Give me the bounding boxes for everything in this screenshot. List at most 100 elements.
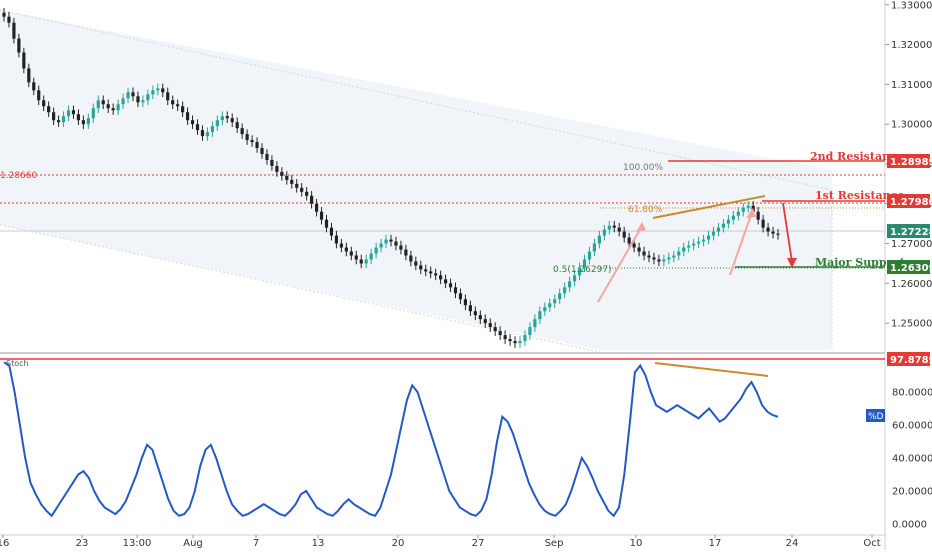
x-tick-label-4: 7 bbox=[253, 538, 259, 549]
candle-body bbox=[285, 175, 289, 180]
candle-body bbox=[116, 104, 120, 111]
candle-body bbox=[195, 124, 200, 131]
candle-body bbox=[270, 159, 274, 166]
candle-body bbox=[300, 187, 304, 192]
x-tick-label-9: 10 bbox=[630, 538, 643, 549]
candle-body bbox=[776, 233, 780, 235]
candle-body bbox=[369, 253, 373, 260]
candle-body bbox=[47, 106, 51, 113]
candle-body bbox=[91, 108, 95, 119]
candle-body bbox=[637, 247, 641, 252]
candle-body bbox=[439, 275, 443, 280]
candle-body bbox=[171, 100, 175, 105]
candle-body bbox=[290, 179, 294, 184]
candle-body bbox=[731, 215, 735, 220]
candle-body bbox=[572, 275, 577, 282]
candle-body bbox=[503, 335, 507, 340]
x-tick-label-1: 23 bbox=[76, 538, 89, 549]
candle-body bbox=[310, 195, 314, 204]
candle-body bbox=[349, 251, 353, 256]
candle-body bbox=[329, 227, 334, 236]
candle-body bbox=[394, 241, 398, 246]
candle-body bbox=[419, 265, 423, 270]
candle-body bbox=[181, 106, 185, 113]
candle-body bbox=[682, 247, 686, 252]
candle-body bbox=[667, 257, 671, 260]
candle-body bbox=[711, 231, 716, 236]
x-tick-label-0: 16 bbox=[0, 538, 9, 549]
candle-body bbox=[701, 239, 706, 242]
candle-body bbox=[305, 191, 309, 196]
candle-body bbox=[354, 255, 358, 260]
candle-body bbox=[314, 203, 319, 212]
badge-support: 1.26309 bbox=[887, 260, 932, 274]
candle-body bbox=[687, 245, 691, 248]
x-tick-label-5: 13 bbox=[312, 538, 325, 549]
candle-body bbox=[761, 219, 765, 228]
candle-body bbox=[558, 293, 562, 300]
candle-body bbox=[429, 271, 433, 274]
candle-body bbox=[364, 259, 368, 264]
badge-current: 1.27228 bbox=[887, 224, 932, 238]
candle-body bbox=[617, 227, 621, 232]
candle-body bbox=[52, 112, 56, 121]
badge-current-text: 1.27228 bbox=[890, 227, 932, 238]
candle-body bbox=[458, 293, 463, 300]
x-tick-label-6: 20 bbox=[392, 538, 405, 549]
x-tick-label-7: 27 bbox=[472, 538, 485, 549]
candle-body bbox=[255, 142, 259, 149]
candle-body bbox=[22, 52, 26, 69]
candle-body bbox=[126, 92, 130, 99]
price-tick-label-8: 1.25000 bbox=[891, 319, 932, 330]
candle-body bbox=[136, 96, 140, 103]
badge-osc-marker-text: 97.8789 bbox=[890, 355, 932, 366]
price-tick-label-0: 1.33000 bbox=[891, 0, 932, 11]
candle-body bbox=[146, 94, 150, 101]
candle-body bbox=[260, 148, 264, 155]
candle-body bbox=[205, 132, 210, 137]
candle-body bbox=[697, 241, 701, 244]
level-left-label: 1.28660 bbox=[0, 171, 37, 181]
candle-body bbox=[716, 227, 721, 232]
badge-resistance2-text: 1.28989 bbox=[890, 157, 932, 168]
candle-body bbox=[622, 231, 626, 238]
x-tick-label-10: 17 bbox=[709, 538, 722, 549]
candle-body bbox=[677, 251, 681, 256]
candle-body bbox=[230, 118, 234, 123]
candle-body bbox=[756, 211, 760, 220]
candle-body bbox=[12, 22, 16, 39]
candle-body bbox=[166, 92, 170, 101]
candle-body bbox=[553, 299, 557, 304]
price-tick-label-6: 1.27000 bbox=[891, 239, 932, 250]
candle-body bbox=[76, 114, 81, 121]
bearish-divergence-line-price bbox=[652, 195, 766, 219]
channel-top-line bbox=[0, 9, 833, 191]
candle-body bbox=[612, 225, 616, 228]
candle-body bbox=[582, 259, 587, 268]
candle-body bbox=[448, 283, 453, 288]
candle-body bbox=[215, 120, 219, 127]
candle-body bbox=[498, 331, 502, 336]
candle-body bbox=[275, 165, 279, 172]
price-tick-label-7: 1.26000 bbox=[891, 279, 932, 290]
candle-body bbox=[379, 243, 383, 248]
candle-body bbox=[161, 88, 165, 93]
candle-body bbox=[106, 104, 110, 109]
candle-body bbox=[71, 110, 76, 115]
candle-body bbox=[414, 261, 418, 266]
osc-tick-label-2: 60.0000 bbox=[892, 421, 932, 432]
candle-body bbox=[319, 211, 324, 220]
candle-body bbox=[56, 120, 61, 123]
candles-group bbox=[2, 7, 780, 348]
stoch-title: Stoch bbox=[6, 359, 29, 368]
fib-100-label: 100.00% bbox=[623, 163, 663, 173]
badge-resistance1-text: 1.27980 bbox=[890, 197, 932, 208]
candle-body bbox=[652, 257, 656, 260]
candle-body bbox=[632, 243, 636, 248]
candle-body bbox=[493, 327, 497, 332]
candle-body bbox=[741, 207, 745, 212]
candle-body bbox=[736, 211, 740, 216]
osc-tick-label-3: 40.0000 bbox=[892, 454, 932, 465]
candle-body bbox=[121, 98, 125, 105]
fib-50-label: 0.5(1.26297) bbox=[553, 265, 612, 275]
